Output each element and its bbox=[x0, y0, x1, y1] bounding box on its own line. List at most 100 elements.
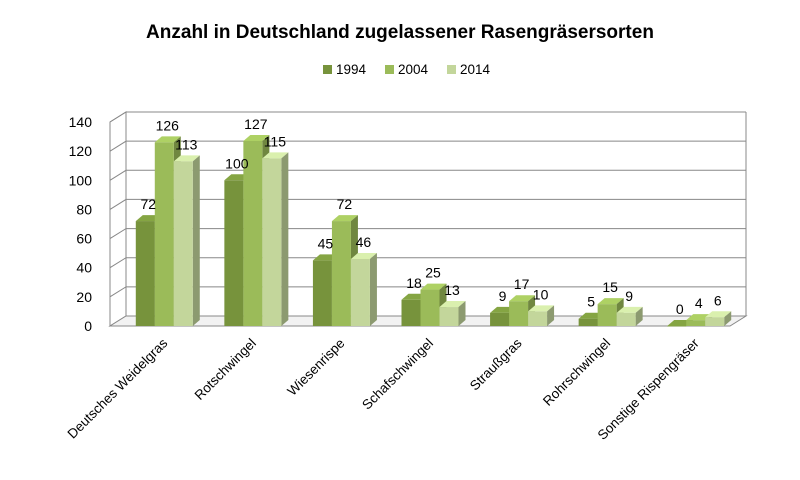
gridline bbox=[109, 140, 746, 152]
data-label: 0 bbox=[676, 301, 684, 317]
data-label: 46 bbox=[356, 234, 372, 250]
data-label: 6 bbox=[714, 292, 722, 308]
y-tick-label: 140 bbox=[69, 114, 93, 130]
y-tick-label: 20 bbox=[76, 289, 92, 305]
bar-front bbox=[350, 258, 370, 326]
data-label: 10 bbox=[533, 286, 549, 302]
legend-label: 1994 bbox=[336, 62, 367, 77]
bar-side bbox=[458, 301, 466, 326]
bar-front bbox=[331, 221, 351, 326]
bar-top bbox=[243, 134, 270, 141]
data-label: 25 bbox=[425, 265, 441, 281]
bar-front bbox=[401, 299, 421, 326]
data-label: 5 bbox=[587, 294, 595, 310]
legend-swatch bbox=[323, 65, 332, 74]
gridlines bbox=[109, 111, 746, 298]
bar bbox=[528, 305, 555, 326]
data-label: 9 bbox=[499, 288, 507, 304]
bar bbox=[350, 252, 377, 326]
data-label: 115 bbox=[264, 133, 287, 149]
bar-front bbox=[135, 221, 155, 326]
bar-front bbox=[490, 312, 510, 326]
bar-front bbox=[173, 161, 193, 326]
bar-top bbox=[705, 311, 732, 318]
y-tick-label: 80 bbox=[76, 201, 92, 217]
y-tick-label: 100 bbox=[69, 172, 93, 188]
bar-side bbox=[192, 155, 200, 326]
bar-front bbox=[154, 142, 174, 326]
chart-title: Anzahl in Deutschland zugelassener Rasen… bbox=[146, 22, 654, 43]
bar bbox=[439, 301, 466, 326]
bar bbox=[705, 311, 732, 326]
bar bbox=[616, 306, 643, 326]
bar-top bbox=[154, 136, 181, 143]
gridline bbox=[109, 286, 746, 298]
data-label: 100 bbox=[225, 155, 249, 171]
gridline bbox=[109, 198, 746, 210]
bar-side bbox=[724, 311, 732, 326]
bar bbox=[173, 155, 200, 326]
y-axis: 0 20 40 60 80 100 120 140 bbox=[69, 114, 111, 334]
bar-top bbox=[439, 301, 466, 308]
bar-side bbox=[635, 306, 643, 326]
x-tick-label: Sonstige Rispengräser bbox=[595, 335, 703, 443]
bar-front bbox=[528, 311, 548, 326]
x-tick-label: Rotschwingel bbox=[192, 336, 259, 403]
bar-top bbox=[597, 298, 624, 305]
x-tick-label: Straußgras bbox=[467, 335, 525, 393]
gridline bbox=[109, 228, 746, 239]
bar-front bbox=[578, 318, 598, 326]
gridline bbox=[109, 257, 746, 269]
x-tick-label: Wiesenrispe bbox=[284, 336, 347, 399]
bar-front bbox=[262, 158, 282, 326]
bar-top bbox=[173, 155, 200, 162]
bar-side bbox=[547, 305, 555, 326]
bar-front bbox=[439, 307, 459, 326]
x-tick-label: Schafschwingel bbox=[359, 336, 436, 413]
data-label: 126 bbox=[156, 117, 180, 133]
bar-front bbox=[420, 289, 440, 326]
data-label: 4 bbox=[695, 295, 703, 311]
data-label: 113 bbox=[175, 136, 198, 152]
data-label: 9 bbox=[625, 288, 633, 304]
bar-top bbox=[528, 305, 555, 312]
x-axis: Deutsches Weidelgras Rotschwingel Wiesenri… bbox=[64, 335, 702, 443]
bar-front bbox=[597, 304, 617, 326]
bar-side bbox=[281, 152, 289, 326]
bar-front bbox=[224, 180, 244, 326]
legend-swatch bbox=[447, 65, 456, 74]
bars bbox=[135, 134, 732, 327]
data-label: 127 bbox=[244, 116, 268, 132]
bar-top bbox=[331, 215, 358, 222]
legend-label: 2014 bbox=[460, 62, 491, 77]
y-tick-label: 40 bbox=[76, 260, 92, 276]
bar-top bbox=[420, 283, 447, 290]
bar-top bbox=[616, 306, 643, 313]
data-label: 13 bbox=[444, 282, 460, 298]
bar-front bbox=[667, 326, 687, 327]
bar-top bbox=[509, 295, 536, 302]
legend-swatch bbox=[385, 65, 394, 74]
bar-front bbox=[243, 140, 263, 326]
side-wall bbox=[109, 111, 127, 327]
bar-front bbox=[686, 320, 706, 326]
bar-top bbox=[262, 152, 289, 159]
bar-front bbox=[705, 317, 725, 326]
data-label: 72 bbox=[337, 196, 353, 212]
x-tick-label: Rohrschwingel bbox=[540, 336, 613, 409]
data-label: 72 bbox=[140, 196, 156, 212]
x-tick-label: Deutsches Weidelgras bbox=[64, 335, 170, 441]
y-tick-label: 0 bbox=[84, 318, 92, 334]
bar-top bbox=[350, 252, 377, 259]
bar-side bbox=[369, 252, 377, 326]
bar bbox=[262, 152, 289, 326]
legend-label: 2004 bbox=[398, 62, 429, 77]
gridline bbox=[109, 169, 746, 181]
y-tick-label: 120 bbox=[69, 143, 93, 159]
data-label: 45 bbox=[318, 235, 334, 251]
y-tick-label: 60 bbox=[76, 231, 92, 247]
bar-front bbox=[509, 301, 529, 326]
legend: 1994 2004 2014 bbox=[323, 62, 491, 77]
